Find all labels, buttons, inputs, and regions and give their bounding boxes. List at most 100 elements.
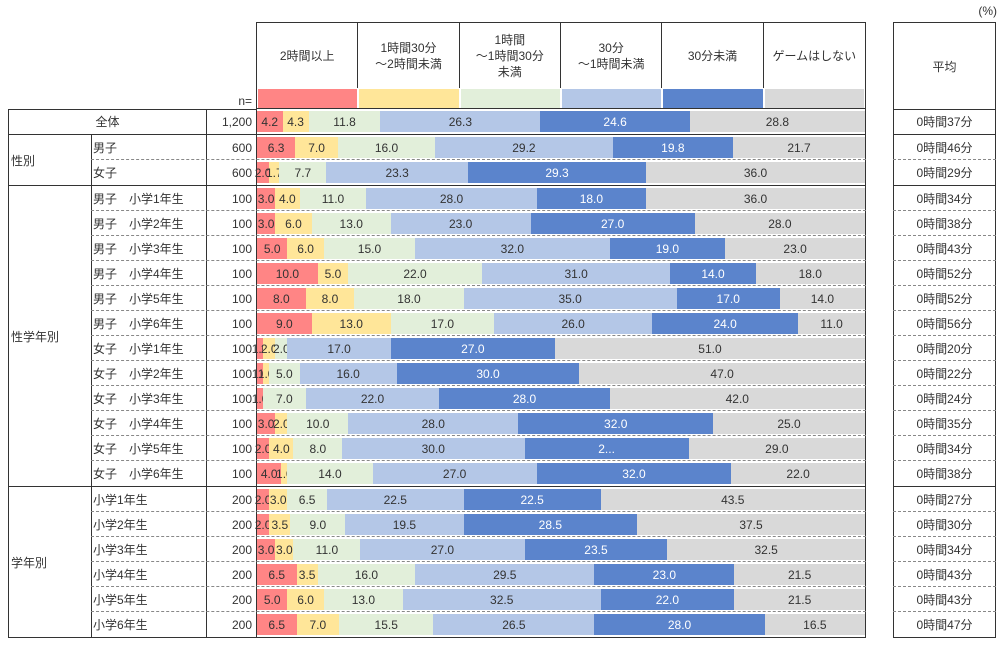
table-border — [91, 135, 92, 637]
bar-segment: 22.5 — [463, 489, 601, 510]
n-value: 200 — [231, 617, 252, 632]
row-separator — [91, 335, 866, 336]
n-value: 200 — [231, 492, 252, 507]
bar-segment: 7.0 — [295, 137, 338, 158]
bar-row: 3.0 6.0 13.0 23.0 27.0 28.0 — [257, 211, 865, 236]
average-value: 0時間29分 — [916, 166, 973, 180]
bar-segment: 23.0 — [594, 564, 735, 585]
row-label: 男子 小学2年生 — [93, 217, 184, 231]
bar-segment: 14.0 — [670, 263, 756, 284]
bar-row: 3.0 4.0 11.0 28.0 18.0 36.0 — [257, 186, 865, 211]
row-separator — [893, 611, 996, 612]
bar-row: 1.0 2.0 2.0 17.0 27.0 51.0 — [252, 336, 865, 361]
series-header-3: 1時間 ～1時間30分 未満 — [460, 23, 561, 88]
bar-segment: 29.2 — [435, 137, 613, 158]
bar-segment: 36.0 — [646, 188, 865, 209]
bar-segment: 18.0 — [536, 188, 647, 209]
bar-segment: 6.5 — [287, 489, 327, 510]
bar-segment: 14.0 — [779, 288, 865, 309]
bar-segment: 3.5 — [269, 514, 291, 535]
bar-segment: 29.3 — [467, 162, 647, 183]
bar-segment: 7.7 — [279, 162, 327, 183]
average-value: 0時間52分 — [916, 267, 973, 281]
table-border — [256, 22, 257, 637]
row-separator — [893, 536, 996, 537]
bar-row: 3.0 2.0 10.0 28.0 32.0 25.0 — [257, 411, 865, 436]
n-value: 100 — [231, 241, 252, 256]
bar-segment: 2.0 — [261, 338, 278, 359]
group-separator — [893, 134, 996, 135]
bar-row: 1.0 7.0 22.0 28.0 42.0 — [252, 386, 865, 411]
average-value: 0時間35分 — [916, 417, 973, 431]
bar-segment: 11.8 — [308, 111, 381, 132]
series-header-6: ゲームはしない — [772, 48, 857, 63]
bar-segment: 27.0 — [360, 539, 525, 560]
bar-segment: 19.5 — [345, 514, 464, 535]
bar-segment: 29.5 — [415, 564, 595, 585]
bar-segment: 8.0 — [293, 438, 343, 459]
average-value: 0時間47分 — [916, 618, 973, 632]
bar-segment: 11.0 — [798, 313, 865, 334]
bar-segment: 2.0 — [273, 338, 290, 359]
average-value: 0時間34分 — [916, 192, 973, 206]
bar-segment: 26.0 — [494, 313, 653, 334]
bar-segment: 37.5 — [637, 514, 865, 535]
bar-segment: 1.0 — [252, 388, 268, 409]
bar-row: 2.0 1.7 7.7 23.3 29.3 36.0 — [255, 160, 865, 185]
group-separator — [8, 486, 866, 487]
bar-segment: 2.0 — [255, 162, 271, 183]
bar-segment: 13.0 — [311, 213, 391, 234]
row-separator — [893, 159, 996, 160]
row-label: 男子 小学3年生 — [93, 242, 184, 256]
bar-segment: 22.0 — [348, 263, 482, 284]
bar-segment: 19.0 — [609, 238, 726, 259]
bar-segment: 11.0 — [299, 188, 367, 209]
bar-segment: 2.0 — [255, 489, 271, 510]
bar-segment: 2... — [524, 438, 689, 459]
legend-swatch-1 — [258, 89, 358, 109]
n-value: 200 — [231, 542, 252, 557]
bar-segment: 23.0 — [725, 238, 865, 259]
bar-segment: 3.0 — [275, 539, 294, 560]
bar-segment: 17.0 — [390, 313, 495, 334]
bar-row: 1.0 1.0 5.0 16.0 30.0 47.0 — [252, 361, 865, 386]
row-separator — [91, 310, 866, 311]
n-value: 600 — [231, 165, 252, 180]
bar-segment: 3.0 — [257, 539, 276, 560]
row-label: 女子 小学6年生 — [93, 467, 184, 481]
bar-row: 9.0 13.0 17.0 26.0 24.0 11.0 — [257, 311, 865, 336]
table-border — [865, 22, 866, 637]
bar-segment: 3.0 — [257, 188, 276, 209]
average-value: 0時間34分 — [916, 442, 973, 456]
n-value: 200 — [231, 517, 252, 532]
bar-segment: 26.3 — [380, 111, 541, 132]
bar-row: 5.0 6.0 13.0 32.5 22.0 21.5 — [257, 587, 865, 612]
legend-swatch-3 — [460, 89, 560, 109]
bar-segment: 11.0 — [293, 539, 361, 560]
bar-segment: 8.0 — [305, 288, 355, 309]
bar-segment: 8.0 — [257, 288, 306, 309]
n-value: 100 — [231, 216, 252, 231]
row-separator — [91, 511, 866, 512]
row-label: 小学5年生 — [93, 593, 148, 607]
bar-segment: 32.0 — [518, 413, 713, 434]
row-separator — [91, 235, 866, 236]
row-separator — [91, 611, 866, 612]
average-value: 0時間46分 — [916, 141, 973, 155]
bar-segment: 3.0 — [257, 213, 276, 234]
bar-segment: 3.0 — [269, 489, 288, 510]
bar-segment: 4.3 — [282, 111, 309, 132]
table-border — [8, 109, 257, 110]
legend-swatch-2 — [359, 89, 459, 109]
bar-segment: 23.3 — [326, 162, 468, 183]
bar-segment: 1.0 — [252, 363, 268, 384]
bar-segment: 30.0 — [342, 438, 525, 459]
bar-segment: 3.0 — [257, 413, 276, 434]
row-separator — [91, 410, 866, 411]
bar-segment: 31.0 — [481, 263, 671, 284]
bar-segment: 32.5 — [667, 539, 865, 560]
bar-segment: 21.5 — [734, 589, 865, 610]
bar-row: 2.0 3.5 9.0 19.5 28.5 37.5 — [255, 512, 865, 537]
unit-label: (%) — [978, 4, 997, 18]
row-separator — [91, 260, 866, 261]
